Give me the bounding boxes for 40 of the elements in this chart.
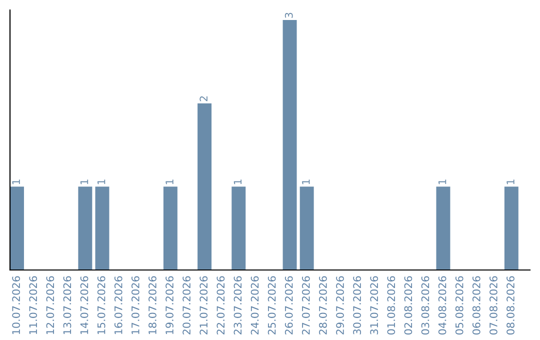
data-label: 1 (506, 180, 514, 184)
x-tick-label: 04.08.2026 (438, 276, 446, 335)
x-tick-label: 20.07.2026 (182, 276, 191, 334)
x-tick-label: 12.07.2026 (46, 276, 54, 334)
x-tick-label: 29.07.2026 (336, 276, 344, 334)
x-tick-label: 24.07.2026 (250, 276, 259, 334)
data-label: 1 (438, 180, 446, 184)
data-label: 1 (234, 180, 242, 184)
x-tick-label: 03.08.2026 (421, 276, 430, 335)
x-tick-label: 11.07.2026 (29, 276, 38, 334)
x-tick-label: 25.07.2026 (268, 276, 276, 334)
x-tick-label: 31.07.2026 (370, 276, 378, 334)
data-label: 1 (12, 180, 20, 184)
x-tick-label: 10.07.2026 (12, 276, 20, 334)
data-label: 1 (166, 180, 174, 184)
x-tick-label: 16.07.2026 (114, 276, 122, 334)
x-tick-label: 14.07.2026 (80, 276, 88, 334)
x-tick-label: 06.08.2026 (472, 276, 480, 335)
x-tick-label: 28.07.2026 (319, 276, 327, 334)
data-label: 1 (98, 180, 106, 184)
x-tick-label: 05.08.2026 (455, 276, 464, 335)
x-tick-label: 02.08.2026 (404, 276, 412, 335)
x-tick-label: 26.07.2026 (284, 276, 293, 334)
x-tick-label: 30.07.2026 (353, 276, 361, 334)
x-tick-label: 07.08.2026 (490, 276, 498, 335)
x-tick-label: 22.07.2026 (216, 276, 225, 334)
x-tick-label: 17.07.2026 (131, 276, 140, 334)
x-tick-label: 19.07.2026 (166, 276, 174, 334)
data-label: 1 (302, 180, 310, 184)
data-label: 1 (80, 180, 88, 184)
x-tick-label: 27.07.2026 (302, 276, 310, 334)
data-label: 3 (284, 12, 293, 18)
x-tick-label: 15.07.2026 (97, 276, 106, 334)
x-tick-label: 08.08.2026 (506, 276, 514, 335)
x-tick-label: 13.07.2026 (63, 276, 72, 334)
data-label: 2 (200, 96, 208, 102)
x-tick-label: 21.07.2026 (200, 276, 208, 334)
x-tick-label: 01.08.2026 (387, 276, 396, 335)
x-tick-label: 23.07.2026 (234, 276, 242, 334)
x-tick-label: 18.07.2026 (148, 276, 156, 334)
